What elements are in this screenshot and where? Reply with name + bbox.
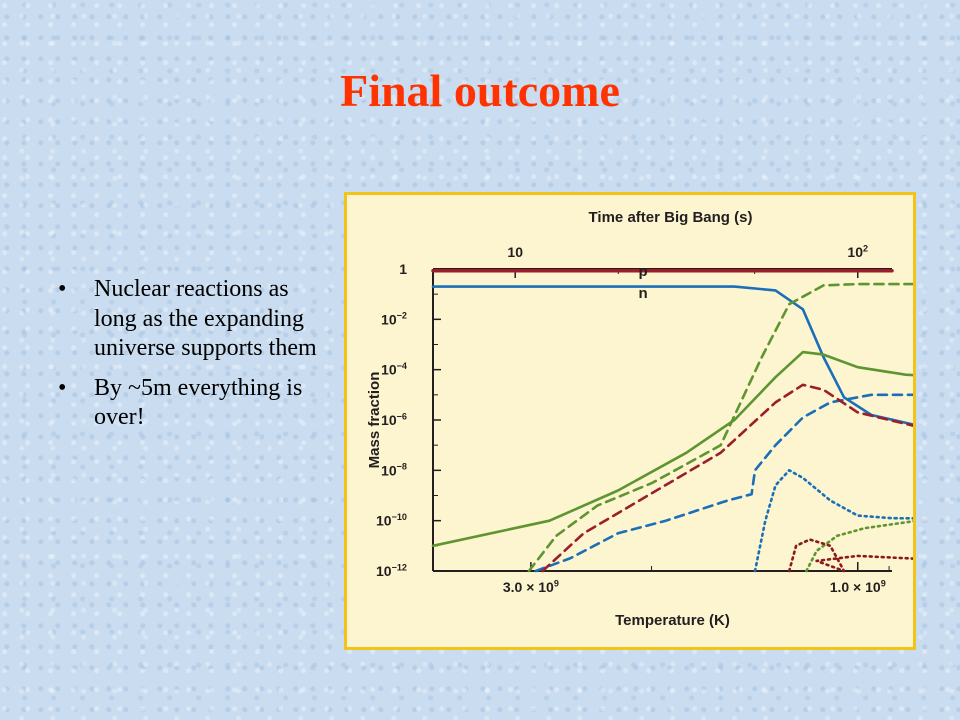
bullet-text: Nuclear reactions as long as the expandi…: [94, 276, 317, 362]
x-tick-label: 3.0 × 109: [503, 578, 559, 595]
x-axis-title: Temperature (K): [615, 612, 730, 629]
y-tick-label: 1: [399, 261, 407, 277]
top-tick-label: 10: [507, 244, 523, 260]
abundance-chart: Time after Big Bang (s) Temperature (K) Ma…: [366, 209, 913, 629]
series-line-3He: [534, 393, 913, 573]
bullet-list: • Nuclear reactions as long as the expan…: [58, 275, 328, 443]
series-line-2H: [431, 350, 913, 548]
y-tick-label: 10−6: [381, 411, 407, 428]
series-line-n: [431, 285, 913, 426]
series-line-4He: [527, 282, 913, 573]
y-tick-label: 10−8: [381, 462, 407, 479]
series-line-7Be: [805, 519, 913, 573]
curve-label-n: n: [639, 285, 648, 302]
y-tick-label: 10−2: [381, 311, 407, 328]
slide-title: Final outcome: [340, 65, 620, 116]
abundance-chart-figure: Time after Big Bang (s) Temperature (K) Ma…: [344, 192, 916, 650]
bullet-item: • Nuclear reactions as long as the expan…: [58, 275, 328, 364]
top-tick-label: 102: [847, 243, 868, 260]
y-axis-title: Mass fraction: [366, 372, 383, 469]
bullet-icon: •: [58, 374, 67, 401]
y-tick-label: 10−10: [376, 512, 407, 529]
series-line-6Li: [787, 538, 913, 573]
top-axis-title: Time after Big Bang (s): [589, 209, 753, 226]
y-tick-label: 10−4: [381, 361, 408, 378]
series-line-7Li: [753, 469, 913, 573]
x-tick-label: 1.0 × 109: [830, 578, 886, 595]
curve-label-p: p: [639, 263, 648, 280]
bullet-icon: •: [58, 276, 67, 302]
bullet-text: By ~5m everything is over!: [94, 374, 303, 431]
bullet-item: • By ~5m everything is over!: [58, 374, 328, 433]
y-tick-label: 10−12: [376, 562, 407, 579]
series-line-3H: [541, 383, 913, 573]
